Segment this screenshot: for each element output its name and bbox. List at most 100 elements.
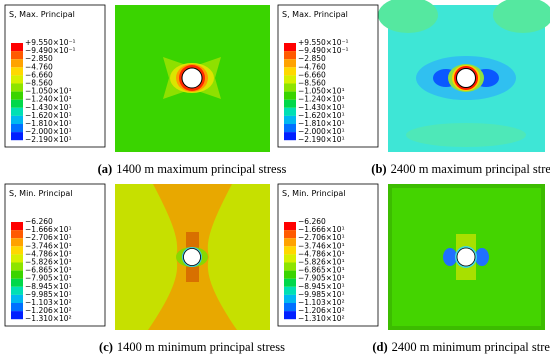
- legend-label: −6.865×10¹: [298, 266, 345, 275]
- legend-label: +9.550×10⁻¹: [25, 38, 76, 47]
- legend-label: −2.190×10¹: [298, 135, 345, 144]
- legend-label: −3.746×10¹: [298, 241, 345, 250]
- legend-swatch: [11, 124, 23, 133]
- zone: [443, 248, 457, 266]
- legend-swatch: [284, 83, 296, 92]
- caption: (d) 2400 m minimum principal stress: [372, 340, 550, 354]
- legend-swatch: [11, 238, 23, 247]
- legend-swatch: [284, 91, 296, 100]
- legend-label: −6.660: [298, 70, 326, 79]
- legend-label: −7.905×10¹: [25, 274, 72, 283]
- legend-swatch: [11, 115, 23, 124]
- legend: S, Max. Principal+9.550×10⁻¹−9.490×10⁻¹−…: [4, 4, 106, 148]
- legend-label: −1.050×10¹: [25, 87, 72, 96]
- legend-label: −9.490×10⁻¹: [25, 46, 76, 55]
- zone: [475, 248, 489, 266]
- legend-label: −1.206×10²: [298, 306, 345, 315]
- legend: S, Min. Principal −6.260−1.666×10¹−2.706×…: [4, 183, 106, 327]
- legend: S, Min. Principal −6.260−1.666×10¹−2.706×…: [277, 183, 379, 327]
- legend-swatch: [284, 270, 296, 279]
- legend-swatch: [284, 99, 296, 108]
- legend-swatch: [284, 262, 296, 271]
- legend-label: −2.850: [298, 54, 326, 63]
- legend-swatch: [284, 75, 296, 84]
- legend-label: −1.810×10¹: [298, 119, 345, 128]
- legend-label: −6.660: [25, 70, 53, 79]
- caption: (c) 1400 m minimum principal stress: [99, 340, 285, 354]
- caption-text: 2400 m minimum principal stress: [392, 340, 550, 354]
- legend-label: −4.786×10¹: [298, 249, 345, 258]
- legend-swatch: [11, 99, 23, 108]
- legend-label: −4.760: [25, 62, 53, 71]
- legend-label: −1.206×10²: [25, 306, 72, 315]
- legend-swatch: [284, 107, 296, 116]
- legend-label: −6.865×10¹: [25, 266, 72, 275]
- contour-plot: [378, 0, 550, 152]
- legend-label: −8.560: [25, 79, 53, 88]
- legend-label: −5.826×10¹: [298, 258, 345, 267]
- legend-swatch: [11, 75, 23, 84]
- legend-label: −8.945×10¹: [25, 282, 72, 291]
- contour-plot: [115, 184, 270, 330]
- legend-label: −8.560: [298, 79, 326, 88]
- hole: [456, 68, 476, 88]
- legend-swatch: [284, 230, 296, 239]
- legend-swatch: [11, 91, 23, 100]
- legend-swatch: [284, 294, 296, 303]
- legend-title: S, Min. Principal: [282, 189, 346, 198]
- legend-swatch: [11, 311, 23, 320]
- zone: [378, 0, 438, 33]
- caption-text: 1400 m maximum principal stress: [116, 162, 286, 176]
- caption-label: (a): [98, 162, 113, 176]
- legend-swatch: [284, 278, 296, 287]
- legend-title: S, Max. Principal: [282, 10, 348, 19]
- legend-label: −6.260: [25, 217, 53, 226]
- legend-label: −2.706×10¹: [25, 233, 72, 242]
- legend-label: −2.706×10¹: [298, 233, 345, 242]
- legend-label: −9.490×10⁻¹: [298, 46, 349, 55]
- legend-label: −5.826×10¹: [25, 258, 72, 267]
- legend-label: −1.050×10¹: [298, 87, 345, 96]
- legend-swatch: [284, 246, 296, 255]
- legend-label: −2.190×10¹: [25, 135, 72, 144]
- legend-label: −4.786×10¹: [25, 249, 72, 258]
- legend-swatch: [284, 51, 296, 60]
- legends: S, Max. Principal+9.550×10⁻¹−9.490×10⁻¹−…: [4, 4, 379, 327]
- legend-swatch: [11, 262, 23, 271]
- legend-label: −1.310×10²: [298, 314, 345, 323]
- legend-swatch: [284, 311, 296, 320]
- legend-swatch: [11, 278, 23, 287]
- legend-swatch: [11, 254, 23, 263]
- contour-plot: [388, 184, 545, 330]
- caption-text: 2400 m maximum principal stress: [391, 162, 550, 176]
- legend-label: −2.850: [25, 54, 53, 63]
- legend-swatch: [284, 303, 296, 312]
- legend-swatch: [284, 286, 296, 295]
- legend-label: −1.240×10¹: [298, 95, 345, 104]
- hole: [183, 248, 201, 266]
- caption-label: (c): [99, 340, 113, 354]
- legend-label: −9.985×10¹: [25, 290, 72, 299]
- legend-swatch: [284, 43, 296, 52]
- legend-label: −1.430×10¹: [25, 103, 72, 112]
- legend-label: −8.945×10¹: [298, 282, 345, 291]
- caption-label: (b): [371, 162, 386, 176]
- legend-label: −1.103×10²: [25, 298, 72, 307]
- caption-text: 1400 m minimum principal stress: [117, 340, 285, 354]
- legend-swatch: [11, 43, 23, 52]
- legend-label: −4.760: [298, 62, 326, 71]
- legend-swatch: [11, 230, 23, 239]
- zone: [406, 123, 526, 147]
- legend-swatch: [284, 115, 296, 124]
- legend-label: −6.260: [298, 217, 326, 226]
- caption-label: (d): [372, 340, 387, 354]
- legend-label: −1.666×10¹: [25, 225, 72, 234]
- legend-swatch: [11, 270, 23, 279]
- legend-label: −1.103×10²: [298, 298, 345, 307]
- legend-label: −9.985×10¹: [298, 290, 345, 299]
- caption: (b) 2400 m maximum principal stress: [371, 162, 550, 176]
- hole: [456, 247, 476, 267]
- captions: (a) 1400 m maximum principal stress (b) 240…: [98, 162, 550, 354]
- legend-swatch: [11, 286, 23, 295]
